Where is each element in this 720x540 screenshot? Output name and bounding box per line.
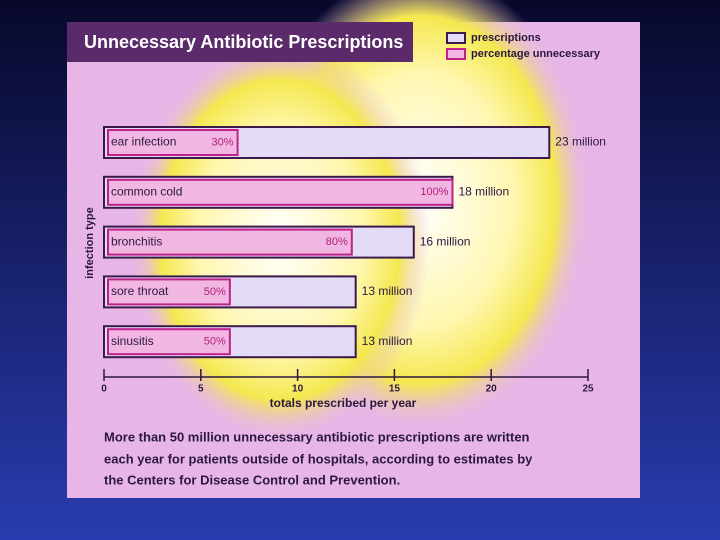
data-label: 13 million <box>362 284 413 298</box>
x-tick-label: 25 <box>582 384 594 395</box>
x-tick-label: 20 <box>486 384 498 395</box>
data-label: 50% <box>204 336 226 348</box>
legend-label: prescriptions <box>471 32 541 44</box>
category-label: bronchitis <box>111 234 162 248</box>
bar-segment <box>107 278 231 306</box>
legend-label: percentage unnecessary <box>471 48 601 60</box>
category-label: ear infection <box>111 135 176 149</box>
bar-segment <box>107 178 454 206</box>
data-label: 50% <box>204 286 226 298</box>
data-label: 18 million <box>458 184 509 198</box>
x-tick-label: 0 <box>101 384 107 395</box>
data-label: 80% <box>326 236 348 248</box>
data-label: 100% <box>420 186 448 198</box>
y-axis-label: infection type <box>84 207 96 279</box>
x-tick-label: 10 <box>292 384 304 395</box>
data-label: 23 million <box>555 135 606 149</box>
legend-swatch <box>446 32 466 44</box>
category-label: common cold <box>111 184 182 198</box>
x-tick-label: 15 <box>389 384 401 395</box>
legend-swatch <box>446 48 466 60</box>
bar-segment <box>107 129 239 156</box>
caption: More than 50 million unnecessary antibio… <box>104 429 530 444</box>
bar-segment <box>107 328 231 356</box>
caption: the Centers for Disease Control and Prev… <box>104 472 400 487</box>
data-label: 16 million <box>420 234 471 248</box>
bar-segment <box>107 228 353 256</box>
chart-title: Unnecessary Antibiotic Prescriptions <box>84 32 403 52</box>
x-axis-label: totals prescribed per year <box>270 396 417 410</box>
category-label: sinusitis <box>111 334 154 348</box>
x-tick-label: 5 <box>198 384 204 395</box>
title-box <box>67 22 413 62</box>
category-label: sore throat <box>111 284 169 298</box>
caption: each year for patients outside of hospit… <box>104 451 533 466</box>
data-label: 30% <box>212 136 234 148</box>
data-label: 13 million <box>362 334 413 348</box>
